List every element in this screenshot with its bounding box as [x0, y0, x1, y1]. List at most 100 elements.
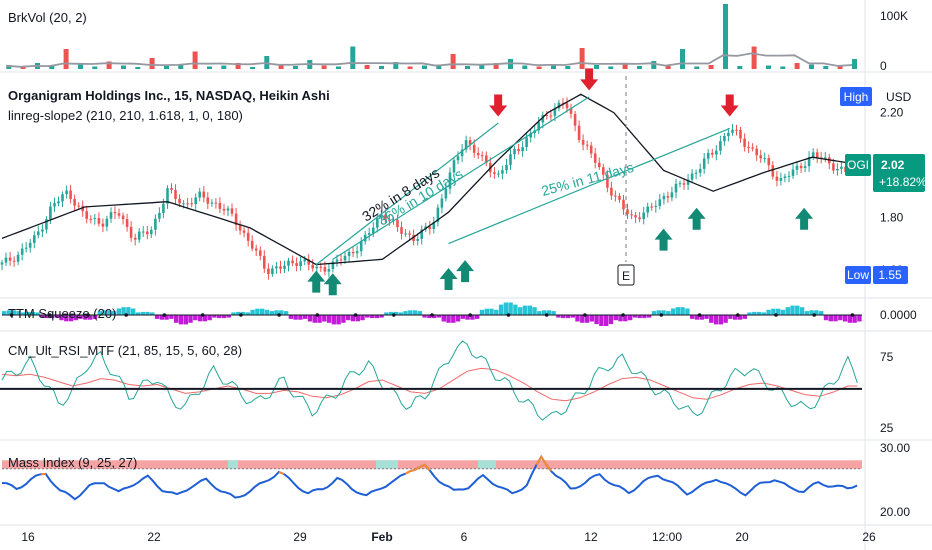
- last-change-label: +18.82%: [879, 175, 927, 189]
- squeeze-bar: [608, 315, 614, 325]
- rsi-pane[interactable]: [0, 340, 862, 421]
- trend-line[interactable]: [332, 96, 590, 260]
- mass-index-pane[interactable]: [1, 454, 862, 501]
- squeeze-bar: [690, 315, 695, 319]
- high-badge[interactable]: [840, 87, 872, 106]
- low-value-badge: [873, 266, 908, 284]
- squeeze-bar: [594, 315, 599, 325]
- squeeze-bar: [403, 311, 408, 315]
- squeeze-bar: [838, 315, 843, 321]
- squeeze-bar: [833, 315, 838, 322]
- squeeze-bar: [255, 308, 260, 315]
- candle-body: [803, 166, 807, 168]
- candle-body: [622, 199, 625, 210]
- candle-body: [331, 261, 335, 269]
- squeeze-bar: [250, 309, 255, 315]
- squeeze-bar: [293, 315, 298, 320]
- earnings-marker-label: E: [622, 269, 630, 283]
- candle-body: [347, 252, 351, 256]
- candle-body: [16, 254, 20, 262]
- squeeze-bar: [460, 315, 466, 319]
- mass-index-peak-line: [535, 454, 552, 472]
- low-badge[interactable]: [845, 266, 871, 284]
- candle-body: [650, 206, 653, 208]
- squeeze-pane[interactable]: [2, 302, 862, 327]
- price-pane[interactable]: [0, 68, 847, 296]
- squeeze-dot: [659, 313, 664, 317]
- candle-body: [404, 233, 407, 235]
- candle-body: [638, 217, 641, 220]
- candle-body: [141, 231, 145, 233]
- volume-pane[interactable]: [6, 4, 857, 69]
- candle-body: [674, 183, 678, 193]
- candle-body: [61, 194, 64, 202]
- candle-body: [795, 165, 799, 170]
- time-axis[interactable]: 16 22 29 Feb 6 12 12:00 20 26: [21, 530, 876, 544]
- squeeze-bar: [513, 304, 518, 315]
- last-price-label: 2.02: [881, 158, 905, 172]
- squeeze-bar: [761, 312, 767, 315]
- candle-body: [355, 251, 359, 254]
- arrow-up-icon: [323, 273, 342, 296]
- squeeze-bar: [197, 315, 203, 322]
- time-tick-label: 20: [735, 530, 749, 544]
- squeeze-bar: [307, 315, 313, 322]
- candle-body: [569, 108, 573, 114]
- squeeze-bar: [795, 305, 800, 315]
- squeeze-bar: [790, 305, 795, 315]
- chart-title: Organigram Holdings Inc., 15, NASDAQ, He…: [8, 88, 330, 103]
- volume-bar: [622, 64, 628, 69]
- squeeze-bar: [226, 315, 231, 318]
- candle-body: [28, 242, 32, 248]
- candle-body: [440, 198, 444, 208]
- squeeze-bar: [283, 311, 289, 315]
- time-tick-label: 12:00: [652, 530, 682, 544]
- volume-bar: [49, 66, 55, 69]
- squeeze-bar: [25, 311, 31, 315]
- candle-body: [779, 178, 783, 181]
- squeeze-bar: [145, 311, 150, 315]
- candle-body: [97, 218, 101, 224]
- squeeze-bar: [623, 315, 628, 322]
- candle-body: [662, 196, 666, 200]
- candle-body: [581, 140, 585, 145]
- squeeze-bar: [121, 307, 126, 315]
- candle-body: [610, 187, 613, 196]
- currency-label[interactable]: USD: [886, 90, 912, 104]
- squeeze-dot: [48, 313, 52, 317]
- mass-index-tick-label: 30.00: [880, 441, 910, 455]
- candle-body: [222, 208, 226, 211]
- candle-body: [602, 167, 605, 175]
- squeeze-bar: [240, 311, 246, 315]
- trend-line[interactable]: [448, 127, 730, 245]
- squeeze-bar: [432, 315, 437, 319]
- squeeze-bar: [126, 307, 131, 315]
- squeeze-bar: [618, 315, 623, 322]
- volume-tick-label: 100K: [880, 9, 908, 23]
- candle-body: [428, 226, 432, 229]
- candle-body: [775, 176, 779, 181]
- candle-body: [53, 203, 56, 207]
- arrow-up-icon: [687, 207, 706, 230]
- squeeze-dot: [392, 313, 396, 317]
- candle-body: [452, 160, 456, 173]
- volume-bar: [393, 62, 399, 69]
- candle-body: [412, 234, 415, 241]
- volume-bar: [608, 66, 614, 69]
- squeeze-bar: [92, 315, 98, 319]
- candle-body: [565, 103, 569, 109]
- volume-bar: [852, 59, 857, 69]
- squeeze-bar: [279, 310, 284, 315]
- squeeze-dot: [697, 313, 702, 317]
- candle-body: [787, 175, 791, 177]
- candle-body: [553, 108, 557, 116]
- squeeze-bar: [546, 310, 552, 315]
- candle-body: [137, 231, 141, 240]
- candle-body: [254, 248, 258, 251]
- trend-line[interactable]: [315, 122, 499, 266]
- candle-body: [299, 261, 302, 266]
- candle-body: [109, 212, 113, 219]
- squeeze-bar: [21, 312, 26, 315]
- candle-body: [376, 218, 379, 228]
- earnings-marker-icon[interactable]: [617, 264, 635, 286]
